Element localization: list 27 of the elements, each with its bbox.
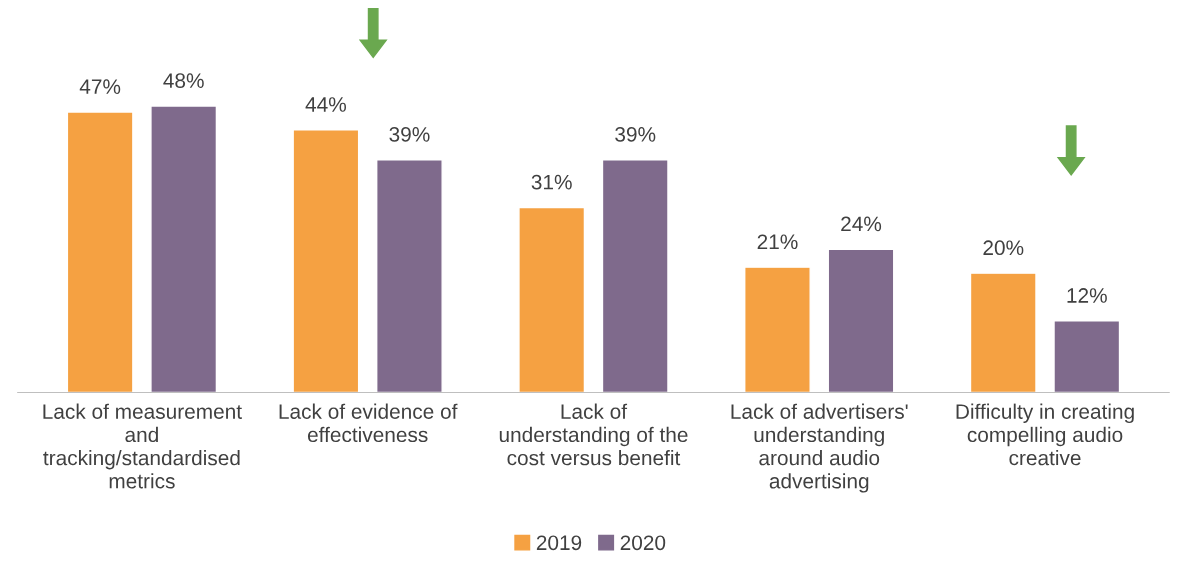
bar: [518, 206, 586, 393]
x-tick-label: Lack of evidence of effectiveness: [279, 403, 458, 443]
legend-label: 2020: [620, 535, 666, 551]
data-label: 39%: [389, 126, 430, 142]
bar: [376, 159, 443, 393]
bar: [150, 105, 218, 393]
bar: [66, 111, 134, 393]
data-label: 12%: [1067, 288, 1107, 303]
data-label: 31%: [531, 174, 572, 190]
bar: [827, 248, 895, 393]
data-label: 21%: [757, 234, 798, 250]
x-tick-label: Lack of understanding of the cost versus benefit: [499, 403, 688, 466]
data-label: 44%: [305, 97, 347, 112]
data-label: 48%: [163, 73, 204, 88]
bar: [1053, 320, 1121, 393]
data-label: 39%: [615, 126, 656, 142]
bar: [744, 266, 811, 393]
bar: [969, 272, 1037, 393]
legend-label: 2019: [536, 535, 582, 551]
x-tick-label: Difficulty in creating compelling audio creative: [956, 403, 1134, 466]
data-label: 47%: [79, 79, 121, 94]
bar: [292, 129, 360, 393]
x-tick-label: Lack of advertisers' understanding around audio advertising: [731, 403, 908, 493]
data-label: 20%: [983, 240, 1024, 256]
x-tick-label: Lack of measurement and tracking/standardised metrics: [43, 403, 242, 489]
bar: [601, 159, 669, 393]
data-label: 24%: [841, 216, 882, 232]
